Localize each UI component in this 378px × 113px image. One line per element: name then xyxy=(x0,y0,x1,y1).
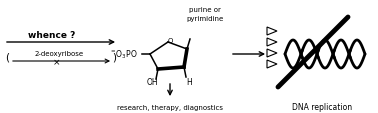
Text: ): ) xyxy=(112,53,116,62)
Text: H: H xyxy=(186,78,192,87)
Text: research, therapy, diagnostics: research, therapy, diagnostics xyxy=(117,104,223,110)
Text: DNA replication: DNA replication xyxy=(292,103,352,112)
Text: O: O xyxy=(167,38,173,44)
Text: OH: OH xyxy=(146,78,158,87)
Text: ×: × xyxy=(53,58,61,67)
Text: 2-deoxyribose: 2-deoxyribose xyxy=(34,51,84,56)
Text: (: ( xyxy=(5,53,9,62)
Text: purine or: purine or xyxy=(189,7,221,13)
Text: whence ?: whence ? xyxy=(28,31,76,40)
Text: $^=$O$_3$PO: $^=$O$_3$PO xyxy=(109,48,138,61)
Text: pyrimidine: pyrimidine xyxy=(186,16,224,22)
